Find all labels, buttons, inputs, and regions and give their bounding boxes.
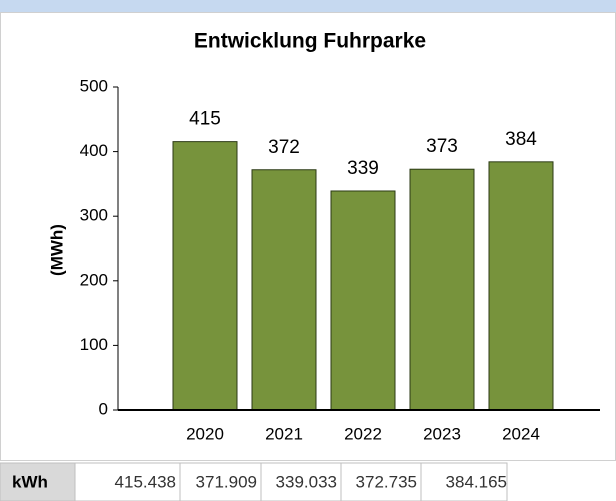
x-tick-label: 2020: [186, 424, 224, 443]
table-header-cell: [0, 462, 76, 501]
x-tick-label: 2022: [344, 424, 382, 443]
table-cell-text: 339.033: [276, 472, 337, 491]
y-tick-label: 300: [80, 206, 108, 225]
bar: [330, 190, 396, 411]
x-tick-label: 2023: [423, 424, 461, 443]
table-cell: [340, 462, 422, 501]
y-tick-label: 500: [80, 76, 108, 95]
table-row-label: kWh: [12, 472, 48, 491]
bar: [488, 161, 554, 411]
data-label: 384: [505, 129, 537, 150]
data-label: 372: [268, 137, 300, 158]
y-axis-label: (MWh): [47, 224, 66, 276]
y-tick-label: 100: [80, 335, 108, 354]
table-cell: [420, 462, 508, 501]
table-cell-text: 372.735: [356, 472, 417, 491]
chart-title: Entwicklung Fuhrparke: [194, 30, 426, 53]
table-cell: [179, 462, 262, 501]
data-label: 415: [189, 109, 221, 130]
y-tick-label: 0: [99, 399, 108, 418]
y-tick-label: 200: [80, 270, 108, 289]
x-tick-label: 2024: [502, 424, 540, 443]
top-band: [0, 0, 616, 12]
table-cell-text: 384.165: [446, 472, 507, 491]
table-cell-text: 371.909: [196, 472, 257, 491]
table-cell-text: 415.438: [115, 472, 176, 491]
y-tick-label: 400: [80, 141, 108, 160]
table-cell: [74, 462, 181, 501]
bar: [251, 169, 317, 411]
x-tick-label: 2021: [265, 424, 303, 443]
data-label: 339: [347, 158, 379, 179]
bar: [409, 168, 475, 411]
bar: [172, 141, 238, 411]
data-label: 373: [426, 136, 458, 157]
